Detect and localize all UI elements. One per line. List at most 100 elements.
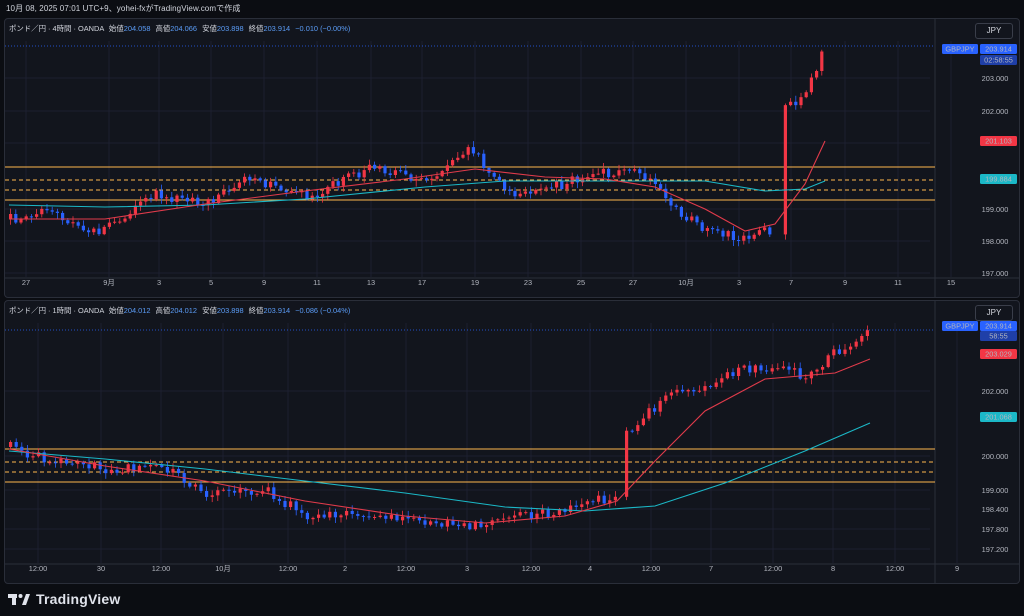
candle-up[interactable] [815, 369, 819, 372]
candle-up[interactable] [154, 190, 158, 200]
candle-up[interactable] [752, 234, 756, 239]
candle-down[interactable] [149, 197, 153, 200]
candle-down[interactable] [508, 189, 512, 191]
candles[interactable] [9, 49, 824, 247]
time-axis[interactable]: 12:00 30 12:00 10月 12:00 2 12:00 3 12:00 4 12:00 7 1… [29, 564, 959, 573]
candle-down[interactable] [471, 147, 475, 154]
candle-up[interactable] [804, 378, 808, 380]
candle-down[interactable] [132, 464, 136, 472]
candle-up[interactable] [496, 519, 500, 521]
candle-down[interactable] [322, 514, 326, 518]
candle-down[interactable] [560, 181, 564, 190]
candle-up[interactable] [799, 97, 803, 106]
candle-down[interactable] [305, 190, 309, 200]
candle-up[interactable] [149, 464, 153, 467]
candle-up[interactable] [144, 197, 148, 202]
price-axis[interactable]: 202.000 200.000 199.000 198.400 197.800 197.2… [982, 387, 1009, 554]
candle-up[interactable] [193, 484, 197, 487]
candle-up[interactable] [48, 462, 52, 464]
candle-down[interactable] [477, 153, 481, 155]
candle-up[interactable] [76, 462, 80, 464]
candle-down[interactable] [65, 458, 69, 464]
candle-up[interactable] [393, 170, 397, 175]
candle-up[interactable] [596, 173, 600, 175]
candle-up[interactable] [35, 214, 39, 217]
candle-up[interactable] [597, 495, 601, 502]
candle-up[interactable] [608, 500, 612, 504]
candle-up[interactable] [165, 197, 169, 199]
candle-down[interactable] [357, 172, 361, 178]
candle-up[interactable] [412, 517, 416, 519]
candle-up[interactable] [191, 197, 195, 202]
candle-up[interactable] [9, 214, 13, 219]
candle-up[interactable] [401, 516, 405, 521]
candle-up[interactable] [266, 487, 270, 492]
candle-down[interactable] [76, 222, 80, 226]
candle-down[interactable] [409, 174, 413, 181]
candle-up[interactable] [232, 187, 236, 191]
candle-up[interactable] [770, 368, 774, 372]
candle-down[interactable] [87, 464, 91, 469]
candle-down[interactable] [549, 187, 553, 189]
candle-down[interactable] [602, 495, 606, 504]
candle-up[interactable] [641, 418, 645, 426]
candle-up[interactable] [742, 365, 746, 368]
candle-up[interactable] [860, 335, 864, 342]
candle-down[interactable] [315, 195, 319, 197]
candle-up[interactable] [328, 511, 332, 518]
candle-up[interactable] [524, 512, 528, 514]
price-chart-4h[interactable]: 203.000202.000201.000199.000198.000197.0… [5, 19, 1019, 297]
candle-up[interactable] [705, 228, 709, 231]
candle-up[interactable] [669, 392, 673, 396]
candle-up[interactable] [347, 173, 351, 177]
candle-down[interactable] [249, 490, 253, 495]
candle-up[interactable] [451, 160, 455, 166]
candle-up[interactable] [647, 408, 651, 419]
candle-down[interactable] [759, 365, 763, 371]
candle-down[interactable] [711, 228, 715, 230]
candle-up[interactable] [133, 205, 137, 214]
candle-up[interactable] [832, 349, 836, 356]
candle-up[interactable] [557, 509, 561, 515]
candle-down[interactable] [367, 516, 371, 518]
candle-up[interactable] [753, 365, 757, 373]
candle-up[interactable] [321, 193, 325, 197]
candle-down[interactable] [248, 176, 252, 181]
candle-down[interactable] [721, 230, 725, 237]
candle-down[interactable] [233, 490, 237, 493]
price-chart-1h[interactable]: 202.000 200.000 199.000 198.400 197.800 197.2… [5, 301, 1019, 583]
candle-up[interactable] [507, 517, 511, 519]
candle-up[interactable] [456, 157, 460, 161]
candle-up[interactable] [128, 213, 132, 219]
candle-down[interactable] [513, 190, 517, 197]
candle-down[interactable] [423, 520, 427, 525]
candle-down[interactable] [417, 517, 421, 521]
candle-down[interactable] [679, 206, 683, 217]
candle-up[interactable] [513, 515, 517, 518]
candles[interactable] [9, 325, 869, 533]
candle-up[interactable] [19, 219, 23, 223]
candle-down[interactable] [61, 212, 65, 221]
candle-up[interactable] [804, 92, 808, 98]
candle-up[interactable] [216, 490, 220, 496]
candle-down[interactable] [643, 173, 647, 180]
candle-down[interactable] [165, 467, 169, 473]
candle-up[interactable] [820, 51, 824, 72]
candle-down[interactable] [305, 512, 309, 520]
candle-up[interactable] [154, 464, 158, 466]
candle-up[interactable] [171, 468, 175, 473]
candle-up[interactable] [378, 515, 382, 517]
candle-up[interactable] [612, 175, 616, 178]
candle-down[interactable] [768, 227, 772, 235]
candle-up[interactable] [675, 389, 679, 393]
candle-down[interactable] [747, 235, 751, 239]
candle-down[interactable] [53, 462, 57, 464]
candle-up[interactable] [714, 382, 718, 387]
candle-down[interactable] [81, 462, 85, 465]
candle-up[interactable] [238, 488, 242, 493]
candle-down[interactable] [492, 172, 496, 177]
candle-up[interactable] [289, 501, 293, 508]
candle-down[interactable] [765, 370, 769, 372]
moving-average-slow[interactable] [8, 422, 871, 512]
candle-up[interactable] [389, 514, 393, 519]
